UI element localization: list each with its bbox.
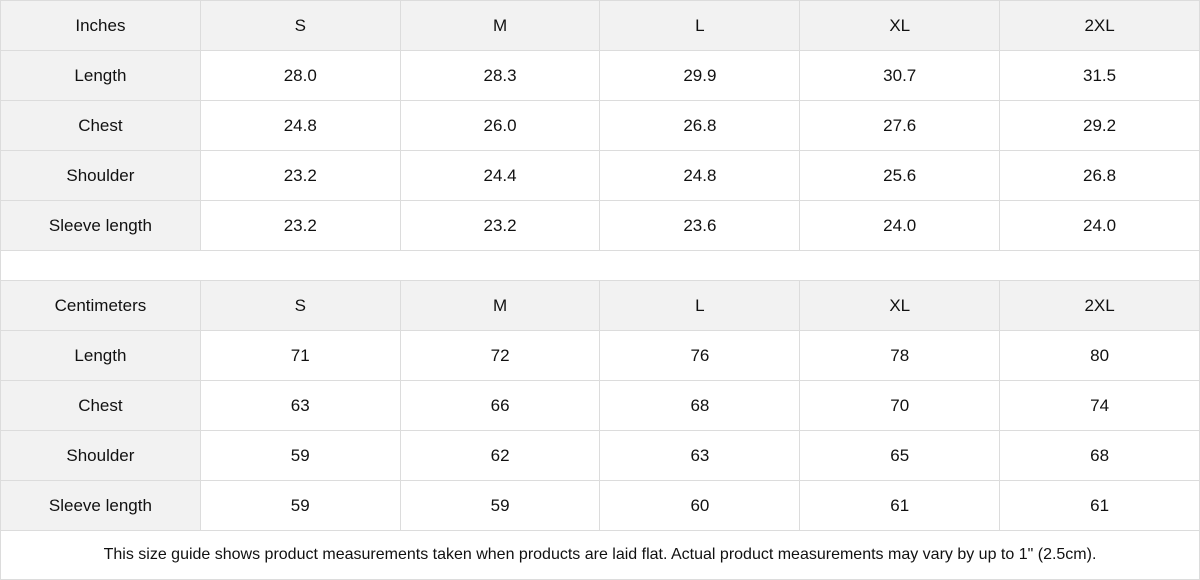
- measurement-label: Length: [0, 330, 201, 381]
- table-row: Length 71 72 76 78 80: [0, 330, 1200, 381]
- measurement-value: 68: [999, 430, 1200, 481]
- spacer: [0, 250, 1200, 281]
- header-row: Centimeters S M L XL 2XL: [0, 280, 1200, 331]
- unit-header: Centimeters: [0, 280, 201, 331]
- measurement-value: 59: [399, 480, 601, 531]
- measurement-label: Length: [0, 50, 201, 101]
- table-row: Sleeve length 59 59 60 61 61: [0, 480, 1200, 531]
- measurement-value: 26.0: [399, 100, 601, 151]
- header-row: Inches S M L XL 2XL: [0, 0, 1200, 51]
- measurement-value: 63: [199, 380, 401, 431]
- measurement-value: 24.4: [399, 150, 601, 201]
- measurement-value: 71: [199, 330, 401, 381]
- measurement-label: Shoulder: [0, 150, 201, 201]
- footnote: This size guide shows product measuremen…: [0, 530, 1200, 580]
- size-header: S: [199, 280, 401, 331]
- size-header: L: [599, 0, 801, 51]
- size-header: XL: [799, 280, 1001, 331]
- table-row: Chest 24.8 26.0 26.8 27.6 29.2: [0, 100, 1200, 151]
- size-header: 2XL: [999, 0, 1200, 51]
- measurement-value: 59: [199, 480, 401, 531]
- measurement-value: 68: [599, 380, 801, 431]
- measurement-value: 23.2: [199, 150, 401, 201]
- measurement-value: 28.3: [399, 50, 601, 101]
- measurement-value: 23.6: [599, 200, 801, 251]
- size-header: XL: [799, 0, 1001, 51]
- measurement-value: 62: [399, 430, 601, 481]
- spacer-row: [0, 250, 1200, 281]
- measurement-value: 24.8: [599, 150, 801, 201]
- measurement-value: 63: [599, 430, 801, 481]
- footnote-row: This size guide shows product measuremen…: [0, 530, 1200, 580]
- measurement-label: Chest: [0, 100, 201, 151]
- measurement-value: 74: [999, 380, 1200, 431]
- table-row: Shoulder 59 62 63 65 68: [0, 430, 1200, 481]
- measurement-label: Sleeve length: [0, 200, 201, 251]
- measurement-value: 65: [799, 430, 1001, 481]
- measurement-value: 59: [199, 430, 401, 481]
- measurement-value: 29.9: [599, 50, 801, 101]
- measurement-value: 60: [599, 480, 801, 531]
- measurement-value: 27.6: [799, 100, 1001, 151]
- measurement-value: 70: [799, 380, 1001, 431]
- measurement-value: 23.2: [199, 200, 401, 251]
- measurement-value: 25.6: [799, 150, 1001, 201]
- measurement-value: 26.8: [999, 150, 1200, 201]
- size-header: L: [599, 280, 801, 331]
- table-row: Length 28.0 28.3 29.9 30.7 31.5: [0, 50, 1200, 101]
- measurement-value: 61: [999, 480, 1200, 531]
- size-header: S: [199, 0, 401, 51]
- measurement-value: 72: [399, 330, 601, 381]
- table-row: Shoulder 23.2 24.4 24.8 25.6 26.8: [0, 150, 1200, 201]
- table-row: Sleeve length 23.2 23.2 23.6 24.0 24.0: [0, 200, 1200, 251]
- measurement-value: 23.2: [399, 200, 601, 251]
- table-row: Chest 63 66 68 70 74: [0, 380, 1200, 431]
- measurement-value: 31.5: [999, 50, 1200, 101]
- measurement-value: 76: [599, 330, 801, 381]
- measurement-value: 29.2: [999, 100, 1200, 151]
- measurement-value: 61: [799, 480, 1001, 531]
- measurement-label: Shoulder: [0, 430, 201, 481]
- measurement-value: 30.7: [799, 50, 1001, 101]
- measurement-label: Chest: [0, 380, 201, 431]
- measurement-value: 24.8: [199, 100, 401, 151]
- measurement-value: 66: [399, 380, 601, 431]
- measurement-value: 80: [999, 330, 1200, 381]
- size-header: M: [399, 0, 601, 51]
- measurement-value: 24.0: [799, 200, 1001, 251]
- size-header: 2XL: [999, 280, 1200, 331]
- size-header: M: [399, 280, 601, 331]
- measurement-value: 26.8: [599, 100, 801, 151]
- unit-header: Inches: [0, 0, 201, 51]
- measurement-label: Sleeve length: [0, 480, 201, 531]
- measurement-value: 28.0: [199, 50, 401, 101]
- measurement-value: 78: [799, 330, 1001, 381]
- measurement-value: 24.0: [999, 200, 1200, 251]
